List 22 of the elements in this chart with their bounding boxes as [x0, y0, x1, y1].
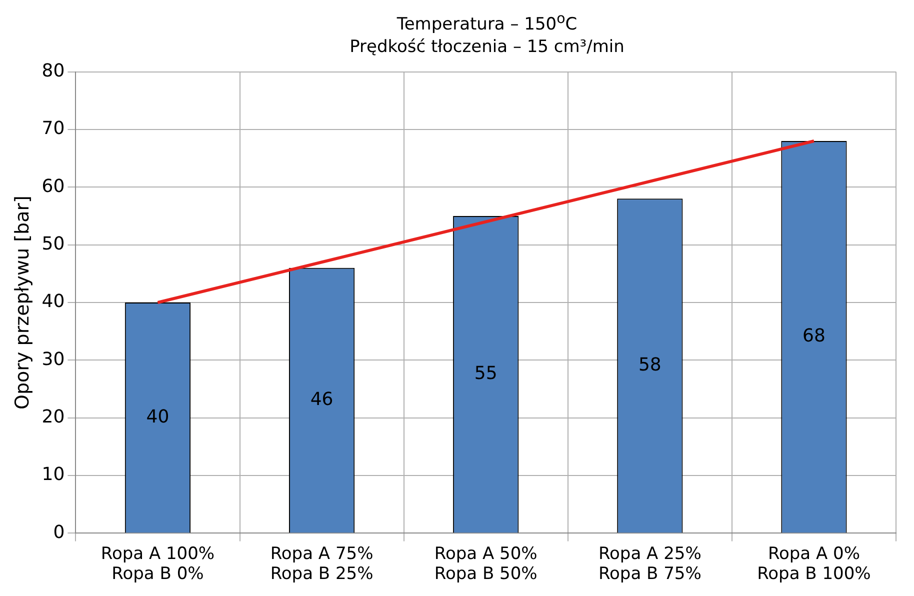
y-tick-label: 40 — [42, 290, 65, 312]
data-label: 40 — [146, 406, 170, 427]
y-tick-label: 70 — [42, 118, 65, 139]
chart-subtitle: Prędkość tłoczenia – 15 cm³/min — [348, 36, 626, 58]
y-tick-label: 30 — [42, 348, 65, 370]
y-tick-label: 20 — [42, 406, 65, 428]
data-label: 55 — [474, 362, 498, 384]
x-tick-label: Ropa A 0% Ropa B 100% — [757, 543, 871, 584]
x-tick-label: Ropa A 100% Ropa B 0% — [100, 543, 215, 584]
x-tick-label: Ropa A 50% Ropa B 50% — [434, 543, 538, 584]
y-tick-label: 10 — [42, 464, 65, 485]
y-tick-label: 0 — [53, 522, 65, 543]
y-tick-label: 80 — [42, 60, 65, 82]
y-tick-label: 50 — [42, 233, 65, 254]
y-axis-title: Opory przepływu [bar] — [11, 195, 34, 410]
x-tick-label: Ropa A 75% Ropa B 25% — [270, 543, 374, 584]
chart-title: Temperatura – 150$^{o}$C — [396, 10, 578, 36]
data-label: 68 — [802, 325, 826, 346]
x-tick-label: Ropa A 25% Ropa B 75% — [598, 543, 702, 584]
data-label: 58 — [638, 354, 662, 376]
y-tick-label: 60 — [42, 175, 65, 196]
data-label: 46 — [310, 388, 334, 410]
